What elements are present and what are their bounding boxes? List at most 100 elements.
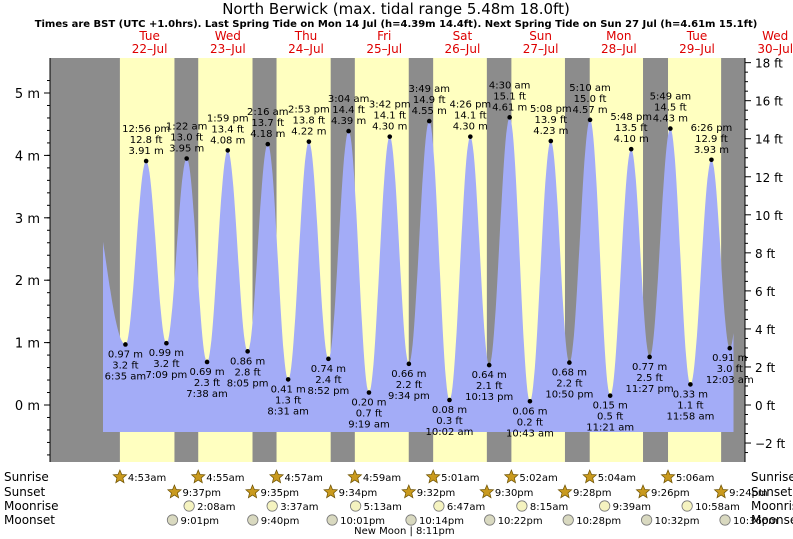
date-label: 27–Jul	[523, 42, 559, 56]
sunset-time: 9:35pm	[261, 488, 300, 499]
moonset-time: 10:28pm	[576, 516, 621, 527]
low-tide-m: 0.69 m	[189, 367, 224, 378]
day-of-week-label: Tue	[138, 29, 160, 43]
moonrise-time: 3:37am	[280, 502, 318, 513]
moon-icon	[681, 500, 693, 512]
low-tide-time: 6:35 am	[105, 371, 147, 382]
low-tide-point	[567, 360, 572, 365]
y-right-tick-label: 10 ft	[755, 209, 783, 223]
high-tide-ft: 15.0 ft	[574, 94, 607, 105]
y-right-tick-label: 14 ft	[755, 133, 783, 147]
low-tide-ft: 2.2 ft	[396, 380, 422, 391]
high-tide-m: 4.39 m	[331, 116, 366, 127]
high-tide-ft: 13.4 ft	[211, 124, 244, 135]
day-labels: Tue22–JulWed23–JulThu24–JulFri25–JulSat2…	[132, 29, 793, 56]
low-tide-ft: 2.5 ft	[636, 373, 662, 384]
high-tide-ft: 14.4 ft	[332, 105, 365, 116]
moon-icon	[562, 514, 574, 526]
low-tide-m: 0.74 m	[311, 364, 346, 375]
low-tide-m: 0.86 m	[230, 356, 265, 367]
sun-icon	[582, 469, 598, 484]
y-left-tick-label: 3 m	[15, 212, 40, 227]
day-of-week-label: Fri	[377, 29, 391, 43]
y-left-tick-label: 2 m	[15, 274, 40, 289]
moon-icon	[599, 500, 611, 512]
high-tide-ft: 13.5 ft	[615, 123, 648, 134]
sunset-time: 9:37pm	[182, 488, 221, 499]
y-right-tick-label: 2 ft	[755, 361, 775, 375]
day-of-week-label: Tue	[686, 29, 708, 43]
high-tide-ft: 14.9 ft	[413, 95, 446, 106]
sun-icon	[635, 484, 651, 499]
low-tide-time: 8:52 pm	[308, 386, 350, 397]
tide-curve-group	[103, 117, 734, 433]
y-right-tick-label: −2 ft	[755, 437, 786, 451]
sun-icon	[323, 484, 339, 499]
low-tide-ft: 2.3 ft	[194, 378, 220, 389]
high-tide-time: 4:30 am	[489, 80, 531, 91]
row-label-left: Moonrise	[4, 499, 59, 513]
date-label: 26–Jul	[445, 42, 481, 56]
sun-icon	[347, 469, 363, 484]
low-tide-m: 0.68 m	[552, 368, 587, 379]
y-right-tick-label: 8 ft	[755, 247, 775, 261]
high-tide-m: 4.43 m	[653, 114, 688, 125]
low-tide-point	[688, 382, 693, 387]
high-tide-m: 4.30 m	[372, 122, 407, 133]
row-label-right: Moonset	[751, 513, 793, 527]
low-tide-point	[366, 390, 372, 395]
y-axis-right: −2 ft 0 ft 2 ft 4 ft 6 ft 8 ft 10 ft 12 ft 14 ft…	[745, 57, 786, 454]
low-tide-time: 11:21 am	[586, 423, 634, 434]
high-tide-point	[306, 139, 312, 144]
low-tide-point	[447, 397, 452, 403]
low-tide-time: 10:13 pm	[465, 392, 513, 403]
low-tide-m: 0.66 m	[391, 369, 426, 380]
moon-icon	[247, 514, 259, 526]
sun-icon	[713, 484, 729, 499]
date-label: 24–Jul	[288, 42, 324, 56]
sun-icon	[479, 484, 495, 499]
moonrise-time: 5:13am	[364, 502, 402, 513]
row-label-right: Sunrise	[751, 470, 793, 484]
y-left-tick-label: 0 m	[15, 399, 40, 414]
high-tide-ft: 13.7 ft	[251, 118, 284, 129]
high-tide-ft: 14.1 ft	[373, 111, 406, 122]
y-right-tick-label: 0 ft	[755, 399, 775, 413]
low-tide-time: 12:03 am	[706, 375, 754, 386]
day-of-week-label: Wed	[215, 29, 241, 43]
low-tide-ft: 2.1 ft	[476, 381, 502, 392]
day-of-week-label: Thu	[294, 29, 318, 43]
moon-icon	[433, 500, 445, 512]
sunset-time: 9:28pm	[573, 488, 612, 499]
sun-icon	[425, 469, 441, 484]
sun-icon	[245, 484, 261, 499]
low-tide-time: 9:34 pm	[388, 391, 430, 402]
low-tide-time: 8:05 pm	[227, 378, 269, 389]
low-tide-m: 0.77 m	[632, 362, 667, 373]
high-tide-ft: 14.1 ft	[454, 111, 487, 122]
high-tide-m: 4.10 m	[614, 134, 649, 145]
sun-icon	[269, 469, 285, 484]
high-tide-m: 3.93 m	[694, 145, 729, 156]
row-label-right: Moonrise	[751, 499, 793, 513]
date-label: 30–Jul	[757, 42, 793, 56]
moon-icon	[516, 500, 528, 512]
tide-curve	[103, 117, 734, 433]
high-tide-point	[143, 158, 149, 164]
high-tide-ft: 13.0 ft	[170, 133, 203, 144]
y-right-tick-label: 6 ft	[755, 285, 775, 299]
high-tide-ft: 15.1 ft	[493, 91, 526, 102]
high-tide-time: 3:42 pm	[369, 100, 411, 111]
moonset-time: 10:36pm	[733, 516, 778, 527]
moonrise-time: 6:47am	[447, 502, 485, 513]
sun-icon	[112, 469, 128, 484]
low-tide-ft: 2.2 ft	[556, 379, 582, 390]
low-tide-m: 0.97 m	[108, 349, 143, 360]
low-tide-time: 8:31 am	[267, 406, 309, 417]
sunrise-time: 5:02am	[519, 473, 557, 484]
high-tide-ft: 13.8 ft	[293, 116, 326, 127]
moonrise-time: 8:15am	[530, 502, 568, 513]
sunrise-time: 5:06am	[676, 473, 714, 484]
high-tide-point	[709, 157, 714, 163]
